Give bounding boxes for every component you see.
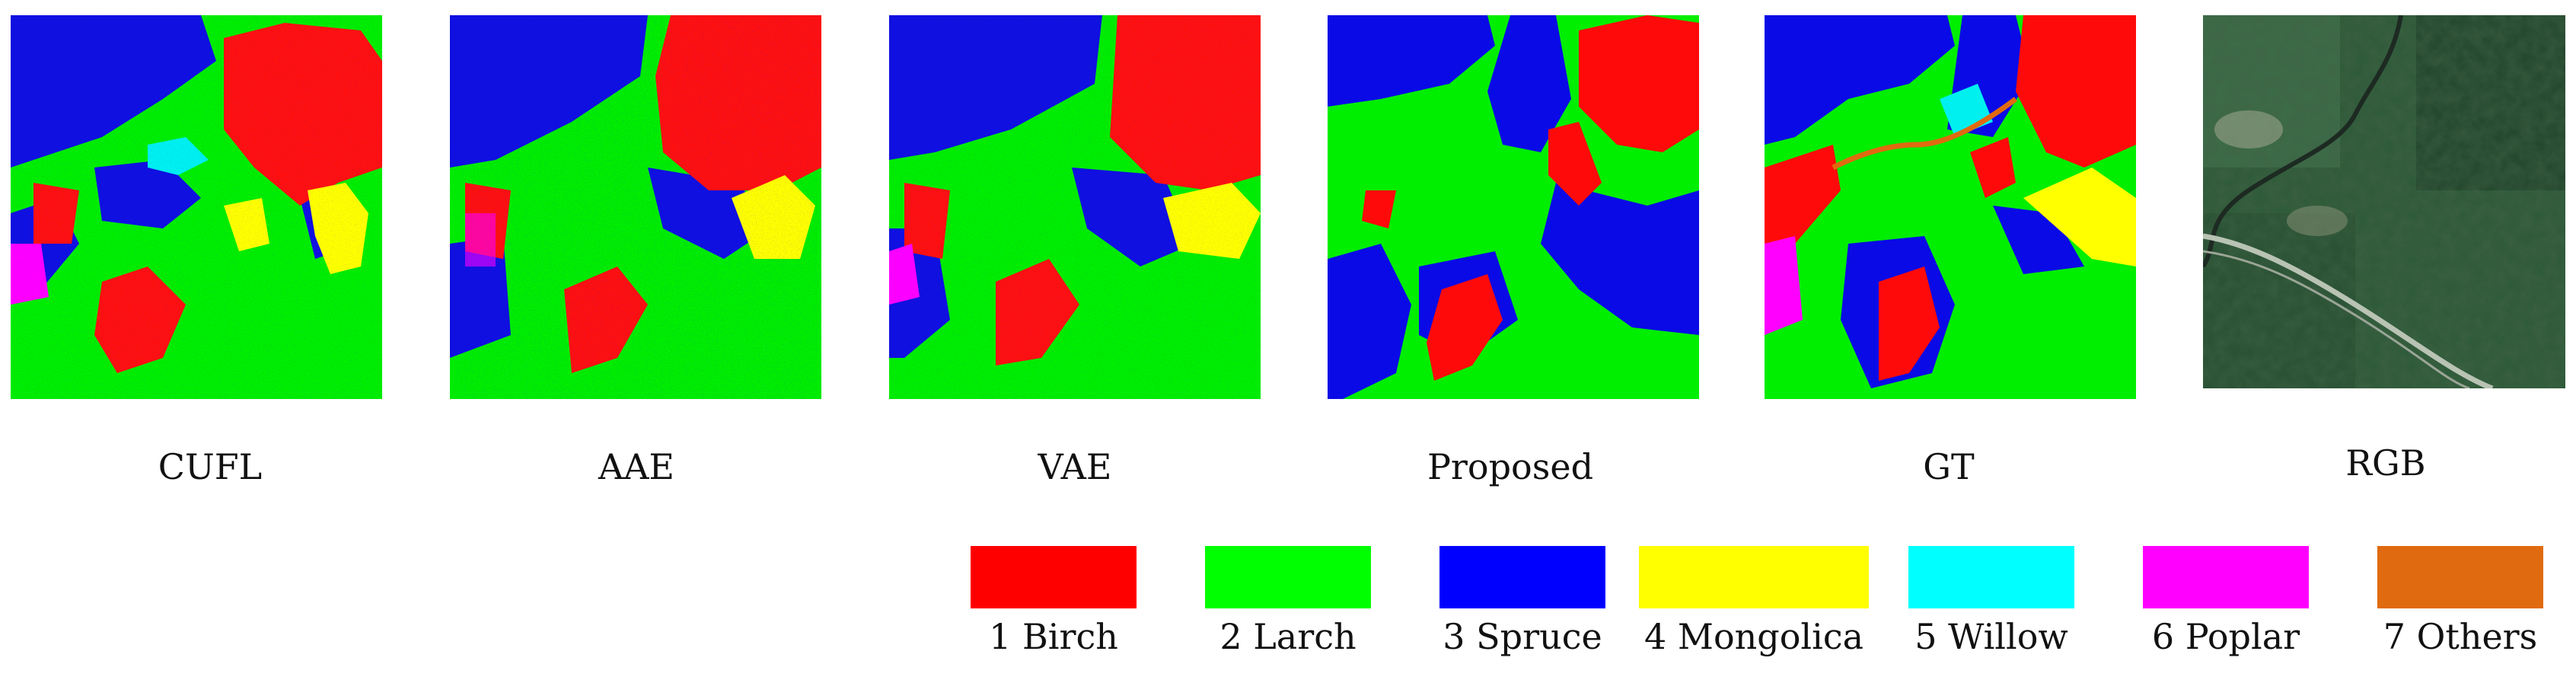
legend-swatch-birch (971, 546, 1137, 608)
caption-vae: VAE (1038, 446, 1112, 487)
caption-rgb: RGB (2345, 442, 2426, 484)
caption-cufl: CUFL (158, 446, 263, 487)
caption-proposed: Proposed (1427, 446, 1594, 487)
gt-map (1765, 15, 2136, 399)
legend-label-birch: 1 Birch (989, 616, 1118, 657)
legend-label-poplar: 6 Poplar (2151, 616, 2300, 657)
legend-label-spruce: 3 Spruce (1443, 616, 1602, 657)
vae-map (889, 15, 1261, 399)
legend-label-others: 7 Others (2383, 616, 2538, 657)
legend-label-mongolica: 4 Mongolica (1643, 616, 1864, 657)
legend-swatch-mongolica (1639, 546, 1869, 608)
legend-swatch-poplar (2143, 546, 2309, 608)
caption-aae: AAE (598, 446, 675, 487)
caption-gt: GT (1923, 446, 1975, 487)
legend-label-larch: 2 Larch (1219, 616, 1357, 657)
legend-swatch-willow (1908, 546, 2074, 608)
legend-swatch-others (2377, 546, 2543, 608)
legend-label-willow: 5 Willow (1914, 616, 2068, 657)
aae-map (450, 15, 821, 399)
proposed-map (1328, 15, 1699, 399)
legend-swatch-larch (1205, 546, 1371, 608)
rgb-image (2203, 15, 2565, 388)
cufl-map (11, 15, 382, 399)
legend-swatch-spruce (1439, 546, 1605, 608)
